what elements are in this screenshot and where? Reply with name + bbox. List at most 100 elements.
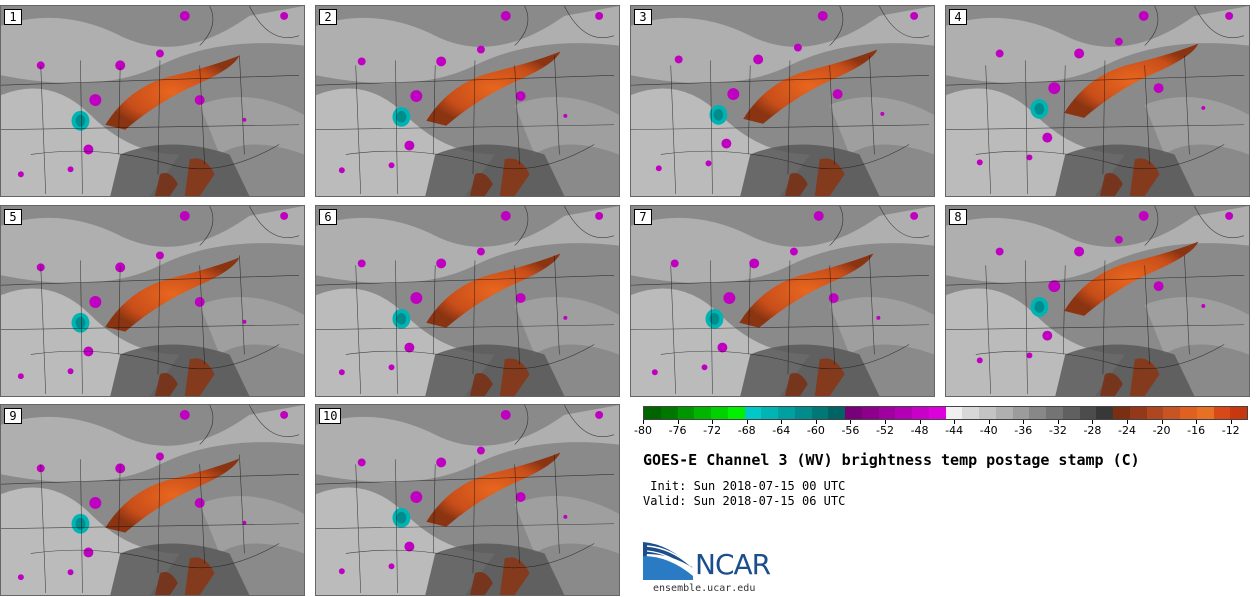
wv-map bbox=[631, 6, 934, 196]
postage-stamp-panel: 7 bbox=[630, 205, 935, 397]
colorbar-tick bbox=[988, 420, 990, 424]
colorbar-swatch bbox=[694, 407, 711, 419]
wv-map bbox=[1, 206, 304, 396]
colorbar-tick bbox=[1196, 420, 1198, 424]
wv-map bbox=[316, 206, 619, 396]
colorbar-tick bbox=[885, 420, 886, 424]
colorbar-tick-label: -76 bbox=[668, 424, 687, 437]
colorbar-tick bbox=[850, 420, 852, 424]
panel-number: 1 bbox=[4, 9, 22, 25]
colorbar-tick bbox=[1127, 420, 1128, 424]
colorbar-swatch bbox=[912, 407, 929, 419]
postage-stamp-panel: 8 bbox=[945, 205, 1250, 397]
colorbar-tick-label: -24 bbox=[1118, 424, 1136, 437]
plot-title: GOES-E Channel 3 (WV) brightness temp po… bbox=[643, 451, 1140, 469]
colorbar-swatch bbox=[1113, 407, 1130, 419]
colorbar-tick bbox=[1161, 420, 1163, 424]
colorbar-swatch bbox=[1146, 407, 1164, 419]
wv-map bbox=[1, 6, 304, 196]
colorbar-swatch bbox=[1062, 407, 1080, 419]
colorbar-swatch bbox=[945, 407, 963, 419]
colorbar-swatch bbox=[1129, 407, 1147, 419]
ncar-logo[interactable]: NCAR ensemble.ucar.edu bbox=[643, 540, 803, 596]
panel-number: 9 bbox=[4, 408, 22, 424]
colorbar-swatch bbox=[1029, 407, 1046, 419]
colorbar-tick-label: -44 bbox=[945, 424, 964, 437]
colorbar-tick-label: -28 bbox=[1083, 424, 1102, 437]
ncar-swoosh-icon bbox=[643, 542, 693, 580]
colorbar-swatch bbox=[1180, 407, 1197, 419]
colorbar-swatch bbox=[1230, 407, 1247, 419]
panel-number: 2 bbox=[319, 9, 337, 25]
wv-map bbox=[946, 206, 1249, 396]
colorbar-tick-label: -16 bbox=[1187, 424, 1206, 437]
colorbar-swatch bbox=[828, 407, 845, 419]
colorbar-tick-label: -68 bbox=[737, 424, 756, 437]
colorbar-tick-label: -80 bbox=[634, 424, 652, 437]
colorbar-tick bbox=[677, 420, 679, 424]
panel-number: 10 bbox=[319, 408, 342, 424]
colorbar-swatch bbox=[861, 407, 879, 419]
colorbar-tick bbox=[815, 420, 817, 424]
wv-map bbox=[316, 405, 619, 595]
colorbar-tick-label: -52 bbox=[876, 424, 894, 437]
logo-url[interactable]: ensemble.ucar.edu bbox=[653, 583, 756, 594]
init-label: Init: bbox=[643, 479, 687, 493]
colorbar-swatch bbox=[727, 407, 745, 419]
colorbar-swatch bbox=[928, 407, 946, 419]
colorbar bbox=[643, 406, 1248, 420]
colorbar-tick bbox=[1230, 420, 1232, 424]
colorbar-swatch bbox=[778, 407, 795, 419]
colorbar-swatch bbox=[644, 407, 661, 419]
init-value: Sun 2018-07-15 00 UTC bbox=[693, 479, 846, 493]
colorbar-swatch bbox=[1096, 407, 1113, 419]
colorbar-swatch bbox=[995, 407, 1013, 419]
colorbar-swatch bbox=[845, 407, 862, 419]
panel-number: 3 bbox=[634, 9, 652, 25]
colorbar-tick bbox=[746, 420, 748, 424]
colorbar-tick-label: -36 bbox=[1014, 424, 1033, 437]
time-info: Init: Sun 2018-07-15 00 UTC Valid: Sun 2… bbox=[643, 479, 845, 509]
postage-stamp-panel: 3 bbox=[630, 5, 935, 197]
panel-number: 6 bbox=[319, 209, 337, 225]
colorbar-swatch bbox=[1163, 407, 1180, 419]
colorbar-swatch bbox=[1196, 407, 1214, 419]
colorbar-tick-label: -72 bbox=[703, 424, 722, 437]
colorbar-tick bbox=[1057, 420, 1059, 424]
colorbar-tick bbox=[712, 420, 714, 424]
valid-value: Sun 2018-07-15 06 UTC bbox=[693, 494, 846, 508]
colorbar-tick bbox=[919, 420, 921, 424]
wv-map bbox=[946, 6, 1249, 196]
panel-number: 8 bbox=[949, 209, 967, 225]
colorbar-swatch bbox=[1079, 407, 1097, 419]
colorbar-swatch bbox=[794, 407, 812, 419]
colorbar-swatch bbox=[677, 407, 695, 419]
colorbar-swatch bbox=[1213, 407, 1231, 419]
postage-stamp-panel: 6 bbox=[315, 205, 620, 397]
colorbar-ticks: -80 -76 -72 -68 -64 -60 -56 -52 -48 -44 -40 -36 -32 -… bbox=[634, 420, 1248, 442]
colorbar-swatch bbox=[1012, 407, 1030, 419]
postage-stamp-panel: 4 bbox=[945, 5, 1250, 197]
wv-map bbox=[1, 405, 304, 595]
postage-stamp-panel: 2 bbox=[315, 5, 620, 197]
colorbar-swatch bbox=[895, 407, 912, 419]
postage-stamp-panel: 9 bbox=[0, 404, 305, 596]
colorbar-swatch bbox=[711, 407, 728, 419]
colorbar-tick-label: -48 bbox=[910, 424, 929, 437]
colorbar-swatch bbox=[744, 407, 762, 419]
colorbar-swatch bbox=[660, 407, 678, 419]
wv-map bbox=[316, 6, 619, 196]
colorbar-tick-label: -12 bbox=[1221, 424, 1240, 437]
postage-stamp-panel: 5 bbox=[0, 205, 305, 397]
postage-stamp-panel: 1 bbox=[0, 5, 305, 197]
colorbar-tick-label: -32 bbox=[1048, 424, 1067, 437]
colorbar-tick-label: -56 bbox=[841, 424, 860, 437]
wv-map bbox=[631, 206, 934, 396]
logo-name: NCAR bbox=[695, 548, 771, 581]
colorbar-tick bbox=[643, 420, 644, 424]
panel-number: 7 bbox=[634, 209, 652, 225]
panel-number: 4 bbox=[949, 9, 967, 25]
colorbar-swatch bbox=[979, 407, 996, 419]
colorbar-tick-label: -60 bbox=[806, 424, 825, 437]
valid-label: Valid: bbox=[643, 494, 687, 508]
